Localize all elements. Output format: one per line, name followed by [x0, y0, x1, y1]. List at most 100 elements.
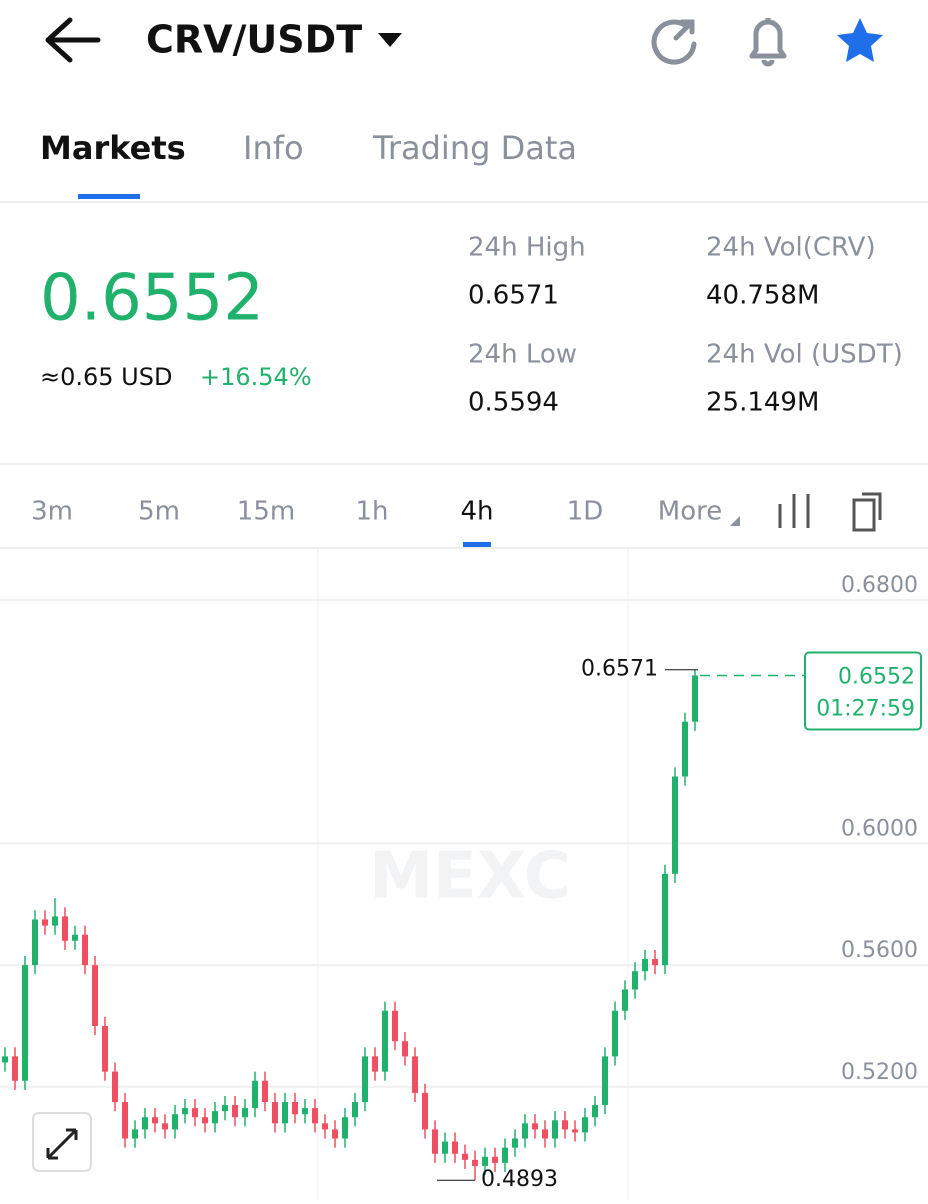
candle-body: [602, 1056, 608, 1106]
candle-body: [512, 1138, 518, 1148]
y-tick-label: 0.5200: [841, 1060, 918, 1085]
candle-body: [372, 1056, 378, 1072]
candle-body: [572, 1129, 578, 1133]
candle-body: [462, 1153, 468, 1160]
candle-body: [612, 1010, 618, 1057]
candle-body: [442, 1141, 448, 1154]
candle-body: [432, 1129, 438, 1154]
price-tag-countdown: 01:27:59: [816, 696, 915, 721]
candle-body: [632, 971, 638, 990]
candle-body: [102, 1025, 108, 1072]
candle-body: [2, 1056, 8, 1063]
candle-body: [32, 919, 38, 966]
candle-body: [562, 1120, 568, 1130]
candle-body: [492, 1156, 498, 1163]
candle-body: [532, 1123, 538, 1130]
candle-body: [212, 1111, 218, 1124]
candle-body: [222, 1105, 228, 1112]
interval[interactable]: 3m: [31, 497, 73, 527]
candle-body: [132, 1129, 138, 1139]
change-percent: +16.54%: [200, 363, 312, 391]
price-tag: [804, 651, 922, 731]
candle-body: [352, 1102, 358, 1118]
candle-body: [592, 1105, 598, 1118]
candle-body: [162, 1123, 168, 1130]
stat-label: 24h Vol(CRV): [706, 233, 876, 263]
candle-body: [692, 675, 698, 722]
back-button[interactable]: [45, 17, 101, 63]
indicator-icon[interactable]: [778, 494, 810, 528]
candle-body: [62, 916, 68, 941]
stat-label: 24h Vol (USDT): [706, 340, 903, 370]
candle-body: [342, 1117, 348, 1139]
candle-body: [72, 934, 78, 941]
y-tick-label: 0.6800: [841, 573, 918, 598]
candle-body: [652, 959, 658, 966]
stat-value: 0.5594: [468, 388, 559, 418]
expand-icon[interactable]: [46, 1128, 78, 1160]
candle-body: [622, 989, 628, 1011]
candle-body: [22, 965, 28, 1081]
interval[interactable]: 1D: [567, 497, 604, 527]
candle-body: [312, 1108, 318, 1124]
tab[interactable]: Markets: [40, 129, 186, 167]
max-marker-label: 0.6571: [581, 657, 658, 682]
candle-body: [292, 1102, 298, 1115]
favorite-star[interactable]: [837, 18, 883, 62]
candle-body: [542, 1129, 548, 1139]
candle-body: [482, 1156, 488, 1166]
candle-body: [272, 1102, 278, 1124]
candle-body: [112, 1071, 118, 1103]
rotate-icon[interactable]: [852, 492, 882, 532]
candle-body: [672, 776, 678, 874]
candle-body: [522, 1123, 528, 1139]
stat-label: 24h Low: [468, 340, 577, 370]
share-icon[interactable]: [651, 19, 697, 65]
interval[interactable]: 1h: [355, 497, 388, 527]
tab[interactable]: Info: [243, 129, 304, 167]
candle-body: [92, 965, 98, 1026]
bell-icon[interactable]: [749, 18, 787, 67]
pair-title[interactable]: CRV/USDT: [146, 18, 362, 62]
candle-body: [182, 1108, 188, 1115]
interval[interactable]: 15m: [237, 497, 295, 527]
candle-body: [502, 1147, 508, 1163]
candle-body: [252, 1080, 258, 1109]
stat-label: 24h High: [468, 233, 586, 263]
candle-body: [12, 1056, 18, 1081]
candle-body: [42, 919, 48, 926]
interval[interactable]: 4h: [460, 497, 493, 527]
usd-price: ≈0.65 USD: [40, 363, 172, 391]
back-icon[interactable]: [45, 17, 101, 63]
tab[interactable]: Trading Data: [372, 129, 577, 167]
interval[interactable]: More: [658, 497, 722, 527]
stat-value: 0.6571: [468, 281, 559, 311]
pair-caret[interactable]: [378, 33, 402, 47]
candle-body: [192, 1108, 198, 1118]
candle-body: [142, 1117, 148, 1130]
tab-underline: [78, 194, 140, 199]
stat-value: 40.758M: [706, 281, 819, 311]
candle-body: [282, 1102, 288, 1124]
y-tick-label: 0.6000: [841, 816, 918, 841]
interval[interactable]: 5m: [138, 497, 180, 527]
candle-body: [552, 1120, 558, 1139]
price-tag-value: 0.6552: [838, 664, 915, 689]
candle-body: [202, 1117, 208, 1124]
candle-body: [382, 1010, 388, 1072]
candle-body: [402, 1041, 408, 1057]
candle-body: [122, 1102, 128, 1139]
stat-value: 25.149M: [706, 388, 819, 418]
min-marker-label: 0.4893: [481, 1167, 558, 1192]
candle-body: [362, 1056, 368, 1103]
candle-body: [642, 959, 648, 972]
candle-body: [392, 1010, 398, 1042]
candle-body: [662, 873, 668, 966]
y-tick-label: 0.5600: [841, 938, 918, 963]
candle-body: [472, 1159, 478, 1166]
candle-body: [232, 1105, 238, 1118]
watermark: MEXC: [369, 840, 570, 914]
candle-body: [52, 916, 58, 926]
candle-body: [302, 1108, 308, 1115]
